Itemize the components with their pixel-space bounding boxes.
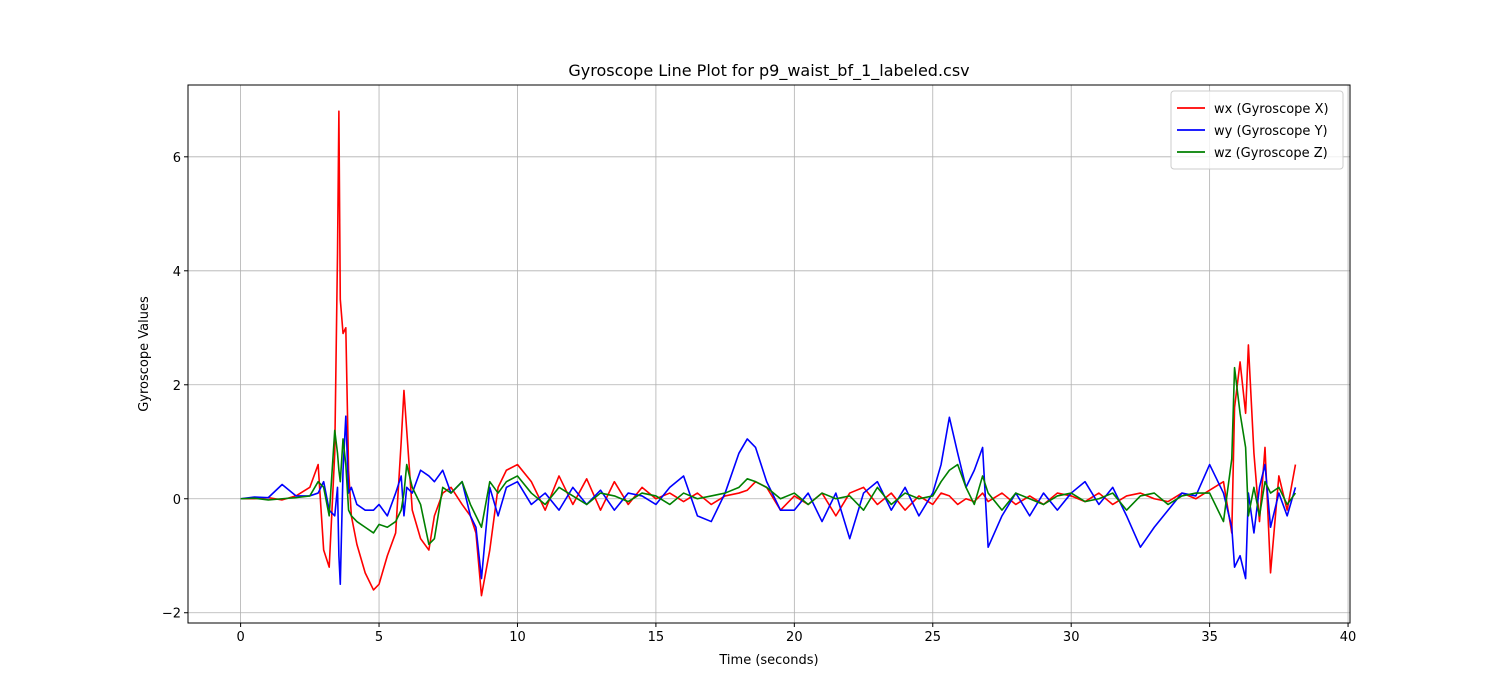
x-tick-label: 40: [1340, 630, 1357, 645]
legend-label: wz (Gyroscope Z): [1214, 146, 1328, 161]
plot-frame: [187, 84, 1351, 624]
data-line: [240, 366, 1297, 546]
x-tick-label: 25: [924, 630, 941, 645]
y-tick-label: 2: [173, 379, 181, 394]
x-tick-label: 5: [375, 630, 383, 645]
y-tick-label: −2: [162, 607, 181, 622]
legend-label: wy (Gyroscope Y): [1214, 124, 1328, 139]
y-tick-label: 4: [173, 265, 181, 280]
y-tick-label: 0: [173, 493, 181, 508]
x-tick-label: 10: [509, 630, 526, 645]
x-axis-label: Time (seconds): [718, 653, 818, 668]
y-axis-label: Gyroscope Values: [137, 296, 152, 412]
legend-box: [1170, 90, 1344, 170]
x-tick-label: 30: [1063, 630, 1080, 645]
x-tick-label: 35: [1201, 630, 1218, 645]
x-tick-label: 15: [648, 630, 665, 645]
chart-title: Gyroscope Line Plot for p9_waist_bf_1_la…: [568, 61, 969, 81]
legend-label: wx (Gyroscope X): [1214, 102, 1329, 117]
y-tick-label: 6: [173, 151, 181, 166]
data-line: [240, 110, 1297, 597]
x-tick-label: 0: [236, 630, 244, 645]
data-line: [240, 415, 1297, 586]
x-tick-label: 20: [786, 630, 803, 645]
